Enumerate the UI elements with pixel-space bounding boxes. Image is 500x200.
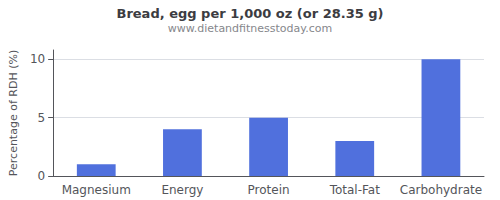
svg-text:Carbohydrate: Carbohydrate — [400, 183, 482, 197]
svg-text:10: 10 — [30, 52, 45, 66]
svg-text:Protein: Protein — [248, 183, 290, 197]
svg-text:Total-Fat: Total-Fat — [329, 183, 381, 197]
svg-text:5: 5 — [38, 111, 46, 125]
svg-text:Magnesium: Magnesium — [62, 183, 131, 197]
svg-text:0: 0 — [38, 169, 46, 183]
svg-text:www.dietandfitnesstoday.com: www.dietandfitnesstoday.com — [168, 22, 332, 35]
svg-text:Bread, egg per 1,000 oz (or 28: Bread, egg per 1,000 oz (or 28.35 g) — [116, 6, 383, 21]
svg-text:Percentage of RDH (%): Percentage of RDH (%) — [7, 50, 20, 176]
svg-text:Energy: Energy — [161, 183, 203, 197]
